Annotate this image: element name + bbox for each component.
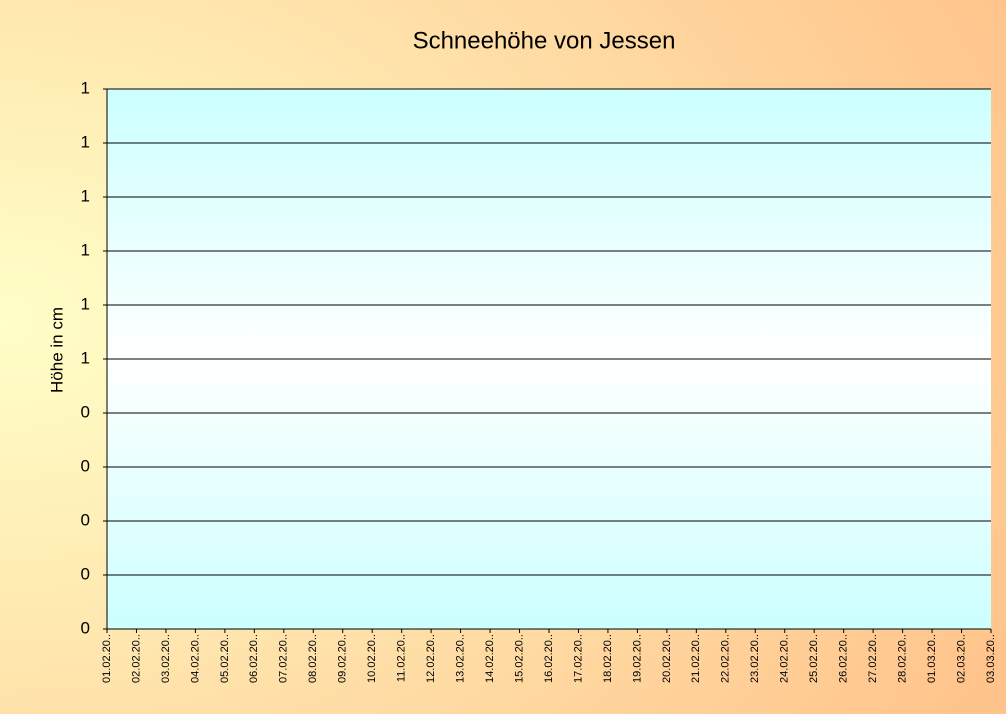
y-tick-label: 0 (81, 456, 90, 475)
x-tick-label: 09.02.20.. (337, 634, 349, 683)
x-tick-label: 12.02.20.. (425, 634, 437, 683)
x-tick-label: 04.02.20.. (189, 634, 201, 683)
x-tick-label: 02.02.20.. (130, 634, 142, 683)
chart-title: Schneehöhe von Jessen (413, 27, 676, 54)
x-tick-label: 25.02.20.. (808, 634, 820, 683)
x-tick-label: 06.02.20.. (248, 634, 260, 683)
y-axis-label: Höhe in cm (47, 307, 66, 393)
y-tick-label: 1 (81, 294, 90, 313)
x-tick-label: 01.02.20.. (101, 634, 113, 683)
x-tick-label: 20.02.20.. (661, 634, 673, 683)
x-tick-label: 03.02.20.. (160, 634, 172, 683)
x-tick-label: 15.02.20.. (513, 634, 525, 683)
x-tick-label: 28.02.20.. (897, 634, 909, 683)
x-tick-label: 01.03.20.. (926, 634, 938, 683)
y-tick-label: 1 (81, 348, 90, 367)
y-tick-label: 1 (81, 132, 90, 151)
x-tick-label: 05.02.20.. (219, 634, 231, 683)
x-tick-label: 07.02.20.. (278, 634, 290, 683)
y-tick-label: 0 (81, 618, 90, 637)
y-tick-label: 1 (81, 78, 90, 97)
x-tick-label: 14.02.20.. (484, 634, 496, 683)
y-tick-label: 1 (81, 186, 90, 205)
x-tick-label: 08.02.20.. (307, 634, 319, 683)
x-tick-label: 27.02.20.. (867, 634, 879, 683)
x-tick-label: 02.03.20.. (955, 634, 967, 683)
x-tick-label: 23.02.20.. (749, 634, 761, 683)
x-tick-label: 21.02.20.. (690, 634, 702, 683)
x-tick-label: 16.02.20.. (543, 634, 555, 683)
x-tick-label: 19.02.20.. (631, 634, 643, 683)
x-tick-label: 18.02.20.. (602, 634, 614, 683)
x-tick-label: 11.02.20.. (396, 634, 408, 682)
x-tick-label: 10.02.20.. (366, 634, 378, 683)
x-tick-label: 26.02.20.. (838, 634, 850, 683)
x-tick-label: 03.03.20.. (985, 634, 997, 683)
y-tick-label: 0 (81, 402, 90, 421)
y-tick-label: 0 (81, 564, 90, 583)
x-tick-label: 24.02.20.. (779, 634, 791, 683)
x-tick-label: 22.02.20.. (720, 634, 732, 683)
y-tick-label: 0 (81, 510, 90, 529)
y-tick-label: 1 (81, 240, 90, 259)
x-tick-label: 13.02.20.. (455, 634, 467, 683)
x-tick-label: 17.02.20.. (572, 634, 584, 683)
